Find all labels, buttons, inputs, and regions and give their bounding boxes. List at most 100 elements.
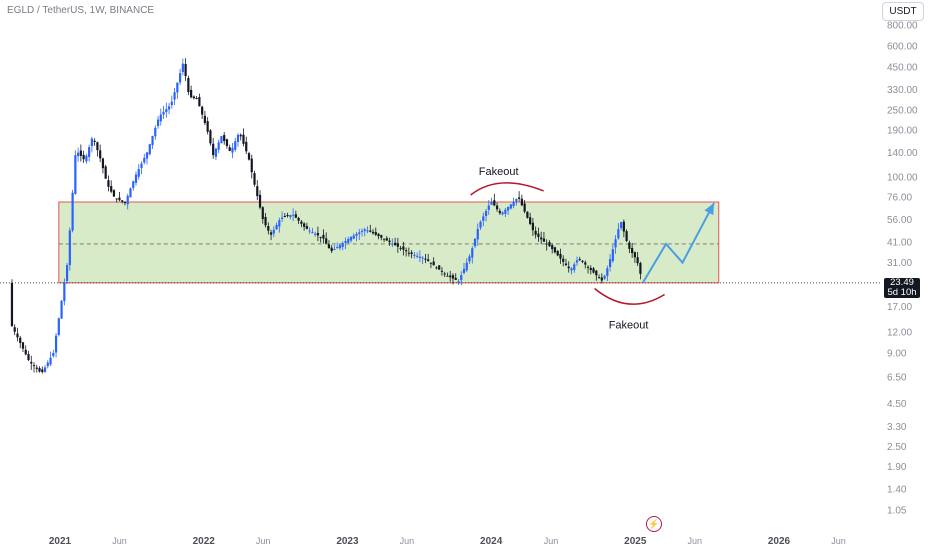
candle-body (256, 186, 259, 197)
candle-body (336, 247, 339, 249)
candle-body (223, 135, 226, 142)
candle-body (330, 247, 333, 252)
candle-body (60, 300, 63, 319)
candle-body (385, 238, 388, 241)
candle-body (192, 96, 195, 99)
candle-body (545, 243, 548, 245)
y-tick-label: 4.50 (887, 399, 907, 410)
candle-body (123, 201, 127, 204)
candle-body (413, 254, 416, 256)
candle-body (553, 247, 557, 253)
candle-body (71, 192, 74, 231)
candle-body (148, 144, 151, 155)
candle-body (592, 268, 595, 273)
candle-body (173, 92, 176, 100)
y-tick-label: 190.00 (887, 126, 918, 137)
candle-body (316, 232, 320, 236)
candle-body (540, 237, 543, 240)
candle-body (382, 238, 386, 240)
candle-body (429, 262, 433, 264)
projection-arrow-head (704, 203, 715, 216)
candle-body (570, 268, 573, 271)
candle-body (636, 257, 639, 264)
candle-body (380, 235, 383, 238)
candle-body (333, 249, 336, 251)
candle-body (236, 134, 240, 142)
candle-body (151, 136, 154, 146)
candle-body (518, 197, 521, 199)
candle-body (427, 259, 430, 262)
candle-body (542, 238, 546, 242)
x-axis[interactable]: 2021 Jun 2022 Jun 2023 Jun 2024 Jun 2025 Jun 2026 J… (49, 536, 846, 547)
candle-body (531, 222, 535, 231)
y-tick-label: 2.50 (887, 442, 907, 453)
fakeout-label-top: Fakeout (479, 166, 519, 178)
candle-body (245, 141, 248, 152)
candle-body (176, 82, 179, 93)
candle-body (85, 155, 88, 162)
candle-body (170, 101, 173, 106)
candle-body (96, 142, 99, 151)
candle-body (446, 275, 449, 277)
candle-body (41, 369, 44, 373)
candle-body (424, 258, 427, 260)
candle-body (30, 361, 33, 364)
candle-body (43, 367, 47, 372)
candle-body (589, 267, 592, 271)
candle-body (473, 238, 477, 247)
candle-body (631, 247, 634, 254)
candle-body (358, 232, 361, 235)
candle-body (556, 250, 559, 256)
fakeout-arc-top (470, 182, 544, 196)
candle-body (562, 258, 565, 262)
candle-body (476, 228, 479, 240)
candle-body (178, 73, 182, 83)
candle-body (451, 275, 455, 279)
candle-body (600, 277, 603, 281)
candle-body (137, 169, 140, 177)
candle-body (341, 243, 344, 247)
candle-body (46, 362, 49, 367)
y-axis[interactable]: 800.00 600.00 450.00 330.00 250.00 190.00 140.… (887, 21, 918, 517)
candle-body (352, 235, 355, 239)
candle-body (465, 262, 468, 271)
projection-path (641, 202, 715, 284)
y-tick-label: 1.05 (887, 506, 907, 517)
candle-body (407, 252, 410, 254)
candle-body (363, 229, 366, 232)
fakeout-arc-bottom (594, 287, 665, 305)
candle-body (606, 268, 609, 276)
candle-body (220, 136, 223, 144)
candle-body (269, 232, 273, 235)
candle-body (129, 188, 132, 198)
candle-body (280, 217, 284, 220)
x-tick-label: 2023 (336, 536, 359, 547)
candle-body (622, 221, 625, 232)
x-tick-label: 2021 (49, 536, 72, 547)
currency-button[interactable]: USDT (882, 2, 924, 21)
candle-body (308, 230, 311, 232)
candle-body (559, 253, 562, 259)
candle-body (278, 220, 281, 227)
candle-body (267, 226, 270, 231)
candle-body (482, 216, 485, 221)
candle-body (167, 106, 171, 110)
candle-body (584, 262, 587, 265)
candle-body (567, 266, 570, 269)
lightning-bolt-icon[interactable]: ⚡ (646, 516, 662, 532)
candle-body (49, 357, 52, 365)
candle-body (190, 89, 193, 98)
candle-body (487, 205, 490, 210)
candle-body (523, 203, 526, 212)
candle-body (184, 63, 187, 77)
y-tick-label: 3.30 (887, 422, 907, 433)
candle-body (104, 166, 107, 179)
candle-body (126, 195, 129, 205)
candle-body (355, 233, 358, 236)
candle-body (239, 134, 242, 137)
candle-body (617, 229, 620, 239)
candle-body (13, 327, 16, 332)
y-tick-label: 140.00 (887, 148, 918, 159)
candle-body (504, 209, 507, 214)
